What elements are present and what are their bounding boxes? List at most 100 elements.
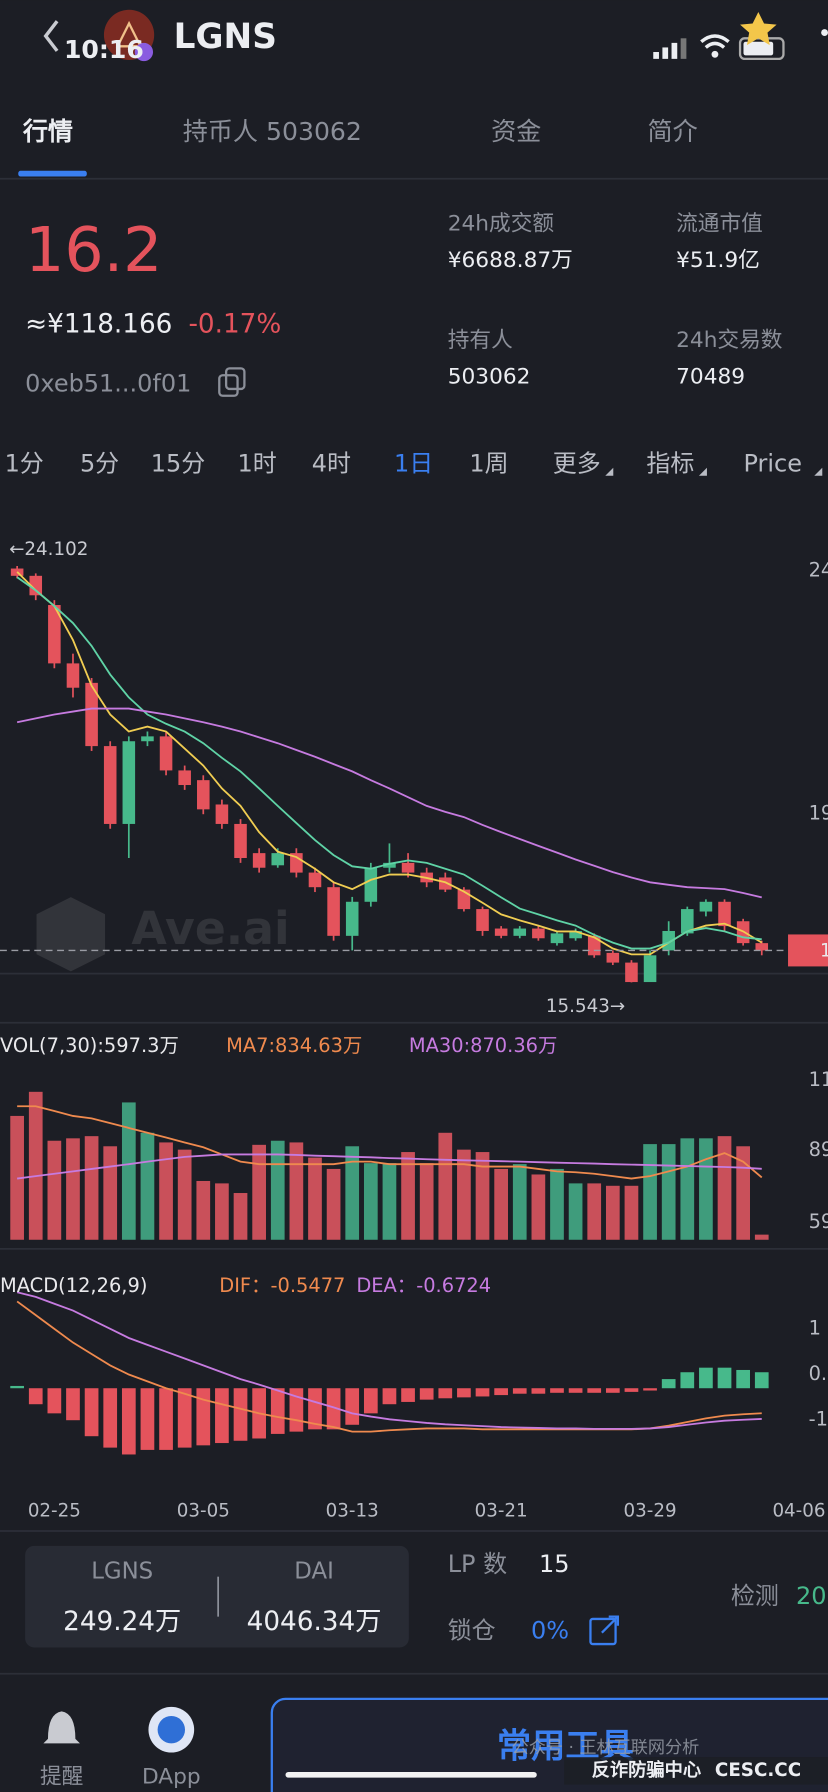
x-tick-label: 03-05 — [177, 1501, 230, 1522]
menu-dot[interactable] — [821, 29, 828, 37]
interval-option[interactable]: 4时 — [312, 449, 351, 477]
interval-option[interactable]: 15分 — [151, 449, 205, 477]
wifi-icon — [700, 34, 730, 49]
candle-body — [681, 909, 694, 934]
overlay-badge: 反诈防骗中心 — [592, 1759, 702, 1781]
lock-label: 锁仓 — [448, 1616, 496, 1644]
interval-option[interactable]: Price — [743, 449, 801, 477]
alert-icon[interactable] — [43, 1711, 80, 1744]
contract-address: 0xeb51...0f01 — [25, 369, 191, 397]
bar — [419, 1388, 434, 1400]
candle-body — [85, 682, 98, 747]
candle-body — [383, 862, 396, 868]
bar — [550, 1388, 564, 1393]
stat-value: 70489 — [676, 365, 745, 390]
bar — [10, 1385, 24, 1389]
bar — [159, 1142, 173, 1240]
bar — [103, 1388, 118, 1448]
candle-body — [215, 804, 229, 824]
copy-button[interactable] — [218, 367, 246, 397]
bar — [699, 1367, 713, 1389]
bar — [401, 1388, 415, 1402]
bar — [196, 1388, 211, 1446]
bar — [140, 1132, 155, 1240]
token-logo-mark — [115, 20, 143, 48]
bar — [717, 1136, 732, 1240]
lp-label: LP 数 — [448, 1550, 507, 1578]
favorite-star[interactable] — [740, 12, 777, 46]
candle-body — [401, 862, 415, 873]
tab[interactable]: 持币人 503062 — [183, 117, 362, 146]
candle-body — [643, 955, 657, 983]
last-price-tag — [788, 934, 828, 967]
lock-value: 0% — [531, 1616, 569, 1644]
overlay-source: 公众号 · 王林互联网分析 — [512, 1738, 700, 1758]
interval-option[interactable]: 1日 — [394, 449, 433, 477]
bar — [382, 1388, 397, 1405]
interval-option[interactable]: 1周 — [469, 449, 508, 477]
tab[interactable]: 资金 — [491, 117, 541, 146]
candle-body — [532, 928, 545, 939]
bar — [233, 1193, 248, 1240]
candle-body — [327, 887, 340, 936]
nav-label[interactable]: 提醒 — [40, 1765, 83, 1790]
tab-active[interactable]: 行情 — [22, 117, 73, 146]
candle-body — [550, 933, 564, 944]
y-tick-label: 0. — [809, 1362, 828, 1385]
bar — [401, 1152, 415, 1240]
interval-option[interactable]: 1分 — [5, 449, 44, 477]
candle-body — [48, 605, 61, 664]
x-tick-label: 02-25 — [28, 1501, 81, 1522]
nav-label[interactable]: DApp — [142, 1765, 201, 1790]
bar — [568, 1183, 583, 1240]
pool-amount: 4046.34万 — [247, 1607, 382, 1637]
candle-body — [234, 823, 247, 858]
indicator-legend: MA7:834.63万 — [226, 1034, 362, 1057]
bar — [47, 1140, 62, 1240]
bar — [326, 1388, 341, 1430]
interval-option[interactable]: 更多 — [553, 449, 601, 477]
interval-option[interactable]: 1时 — [238, 449, 277, 477]
y-tick-label: 1 — [809, 1316, 821, 1339]
interval-option[interactable]: 5分 — [80, 449, 119, 477]
back-button[interactable] — [43, 20, 59, 52]
stat-value: 503062 — [448, 365, 531, 390]
candle-body — [345, 901, 359, 936]
bar — [624, 1388, 639, 1392]
candle-body — [755, 943, 769, 951]
interval-option[interactable]: 指标 — [646, 449, 694, 477]
tab[interactable]: 简介 — [648, 117, 698, 146]
bar — [66, 1138, 80, 1240]
stat-label: 持有人 — [448, 328, 513, 353]
bar — [754, 1372, 769, 1389]
check-label[interactable]: 检测 — [731, 1582, 779, 1610]
bar — [438, 1132, 453, 1240]
indicator-title: VOL(7,30):597.3万 — [0, 1034, 179, 1057]
external-link[interactable] — [589, 1615, 620, 1646]
price-change: -0.17% — [188, 309, 281, 339]
bar — [531, 1174, 546, 1240]
y-tick-label: 24 — [809, 558, 828, 581]
bar — [84, 1388, 99, 1437]
bar — [680, 1372, 695, 1389]
x-tick-label: 04-06 — [772, 1501, 825, 1522]
signal-icon — [653, 38, 687, 59]
home-indicator — [285, 1771, 537, 1778]
pool-token: DAI — [294, 1559, 334, 1585]
candle-body — [364, 867, 378, 902]
bar — [605, 1185, 620, 1240]
y-tick-label: 89 — [809, 1138, 828, 1161]
ma-line — [16, 1291, 762, 1430]
price: 16.2 — [25, 214, 162, 286]
candle-body — [29, 575, 43, 596]
bar — [568, 1388, 583, 1393]
y-tick-label: 59 — [809, 1210, 828, 1233]
bar — [512, 1164, 527, 1240]
bar — [84, 1136, 99, 1240]
candle-body — [606, 952, 620, 963]
price-cny: ≈¥118.166 — [25, 309, 172, 339]
bar — [215, 1183, 229, 1240]
chain-badge — [134, 42, 154, 62]
y-tick-label: -1 — [809, 1408, 828, 1431]
